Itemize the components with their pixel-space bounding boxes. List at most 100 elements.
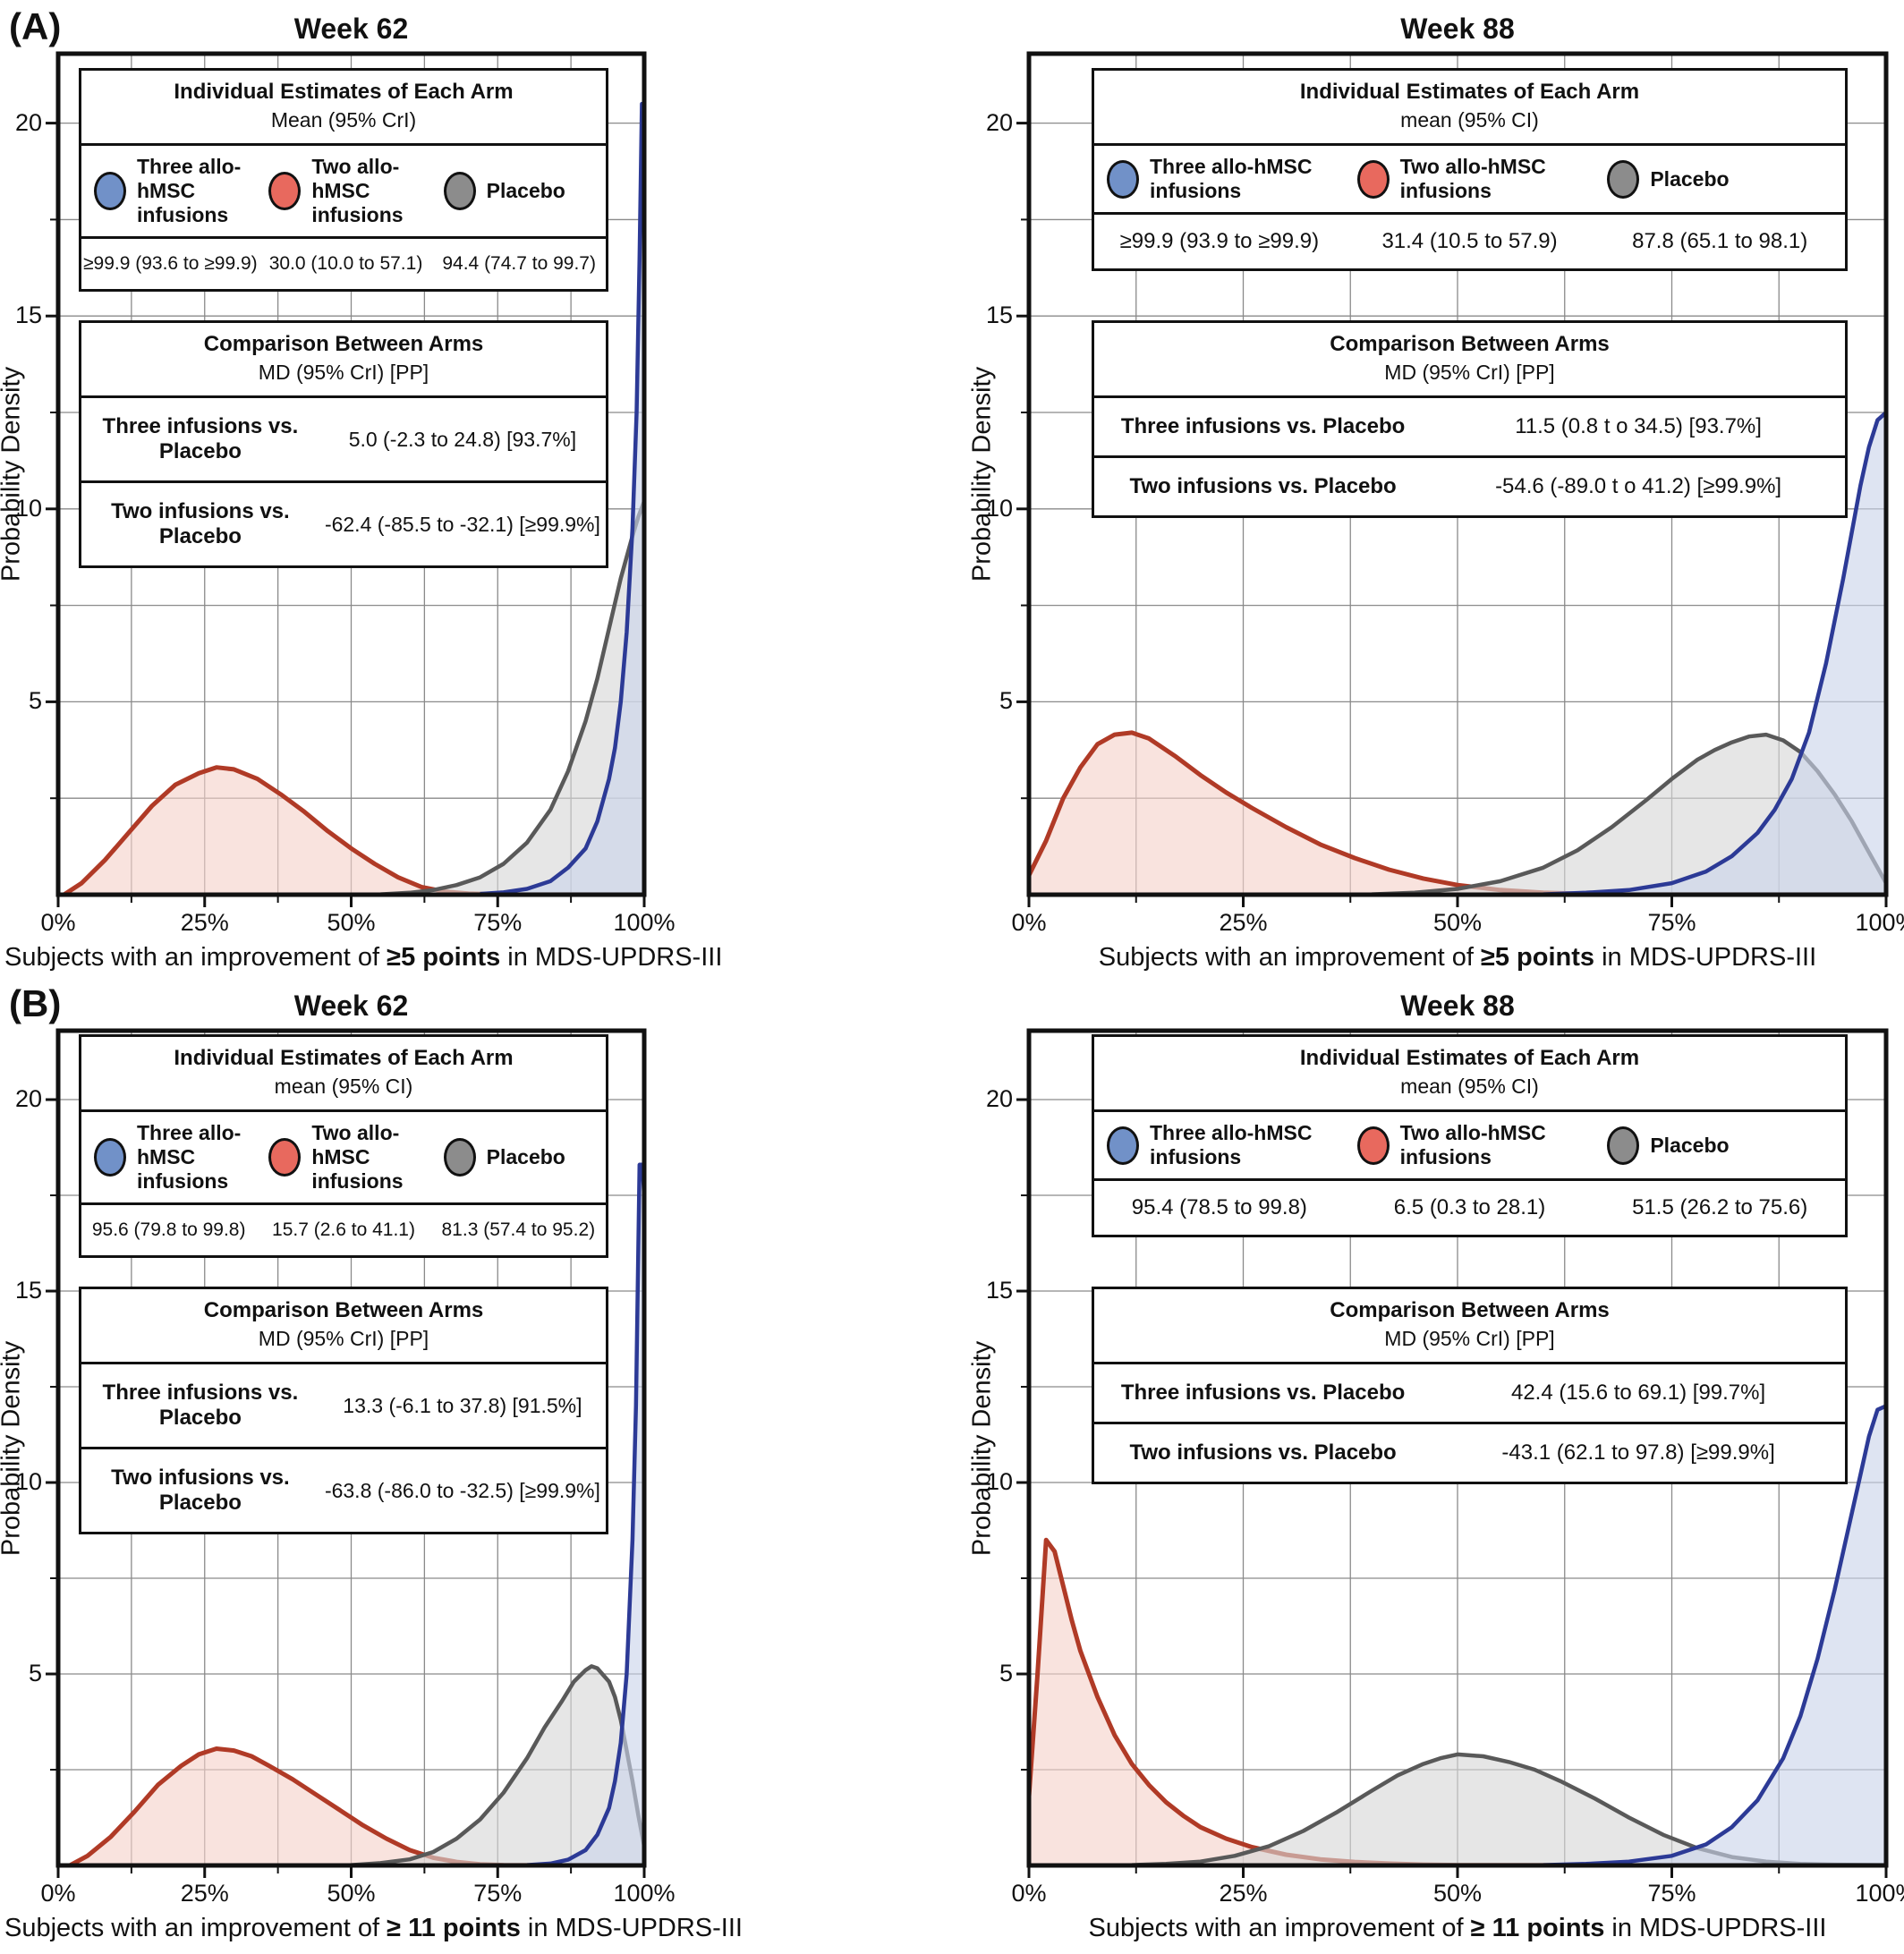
estimate-value-red: 31.4 (10.5 to 57.9) [1381,229,1558,254]
x-axis-label-part: in MDS-UPDRS-III [520,1914,743,1942]
x-tick-label: 100% [1855,909,1904,936]
y-tick-label: 10 [14,1468,42,1496]
comparison-row-0: Three infusions vs. Placebo 42.4 (15.6 to… [1094,1362,1845,1422]
comparison-row-value: 11.5 (0.8 t o 34.5) [93.7%] [1515,414,1762,438]
legend-arm-blue: Three allo-hMSC infusions [81,146,256,236]
legend-arm-gray: Placebo [431,1129,606,1185]
comparison-row-label: Two infusions vs. Placebo [1129,474,1397,498]
blue-arm-dot-icon [1107,1126,1139,1165]
comparison-box-title: Comparison Between Arms [203,332,484,356]
y-axis-label: Probability Density [967,1340,997,1556]
legend-arms-row: Three allo-hMSC infusions Two allo-hMSC i… [81,1109,606,1202]
legend-arms-row: Three allo-hMSC infusions Two allo-hMSC i… [81,143,606,236]
x-axis-label-part: ≥ 11 points [387,1914,521,1942]
density-panel-1: Week 88 Probability Density 5 10 15 20 0% 25% 50… [952,0,1904,977]
comparison-row-value: -63.8 (-86.0 to -32.5) [≥99.9%] [324,1478,600,1502]
estimates-box-header: Individual Estimates of Each Arm Mean (95… [81,71,606,143]
estimate-value-red: 6.5 (0.3 to 28.1) [1393,1195,1546,1220]
gray-arm-dot-icon [1607,159,1640,199]
y-tick-label: 5 [999,687,1013,715]
legend-arm-blue: Three allo-hMSC infusions [81,1112,256,1202]
legend-arm-gray: Placebo [1594,1117,1845,1174]
comparison-box: Comparison Between Arms MD (95% CrI) [PP]… [1092,1287,1848,1484]
x-tick-label: 100% [613,909,676,936]
x-axis-label-part: ≥5 points [387,943,501,972]
comparison-row-label: Three infusions vs. Placebo [102,414,299,463]
x-tick-label: 100% [1855,1880,1904,1907]
x-tick-label: 25% [1219,909,1268,936]
x-tick-label: 75% [473,909,523,936]
x-tick-label: 75% [1647,1880,1696,1907]
comparison-row-value: 13.3 (-6.1 to 37.8) [91.5%] [343,1393,582,1417]
estimate-value-blue: ≥99.9 (93.9 to ≥99.9) [1119,229,1320,254]
x-axis-label-part: ≥5 points [1480,943,1595,972]
comparison-row-value: 5.0 (-2.3 to 24.8) [93.7%] [348,427,577,451]
comparison-box-title: Comparison Between Arms [1330,332,1610,356]
comparison-row-label: Three infusions vs. Placebo [1120,1381,1406,1405]
comparison-box-subtitle: MD (95% CrI) [PP] [258,361,429,384]
density-panel-2: Week 62 Probability Density 5 10 15 20 0% 25% 50… [0,977,952,1954]
x-tick-label: 50% [327,909,376,936]
comparison-box-header: Comparison Between Arms MD (95% CrI) [PP] [81,323,606,395]
panel-title: Week 88 [1400,13,1515,45]
y-tick-label: 10 [14,494,42,522]
estimates-box-title: Individual Estimates of Each Arm [1299,80,1640,104]
estimates-box-header: Individual Estimates of Each Arm mean (95… [1094,71,1845,143]
comparison-row-value: 42.4 (15.6 to 69.1) [99.7%] [1510,1381,1766,1405]
panel-title: Week 88 [1400,990,1515,1022]
comparison-row-1: Two infusions vs. Placebo -43.1 (62.1 to … [1094,1422,1845,1482]
comparison-row-label: Two infusions vs. Placebo [111,1466,290,1515]
density-fill-gray [351,1666,644,1865]
comparison-box-header: Comparison Between Arms MD (95% CrI) [PP] [1094,1289,1845,1362]
estimates-box-subtitle: mean (95% CI) [274,1075,413,1098]
estimates-values-row: ≥99.9 (93.6 to ≥99.9) 30.0 (10.0 to 57.1)… [81,236,606,289]
density-curve-blue [526,1162,647,1867]
panel-title: Week 62 [293,13,409,45]
y-tick-label: 20 [14,1085,42,1113]
x-axis-label: Subjects with an improvement of ≥5 point… [4,943,722,973]
y-tick-label: 10 [985,494,1013,522]
x-tick-label: 100% [613,1880,676,1907]
x-tick-label: 0% [40,1880,76,1907]
density-curve-gray [380,500,647,896]
blue-arm-dot-icon [1107,159,1139,199]
comparison-box: Comparison Between Arms MD (95% CrI) [PP]… [1092,320,1848,518]
red-arm-dot-icon [1356,1126,1390,1165]
x-axis-label-part: Subjects with an improvement of [4,943,387,972]
legend-arm-label: Two allo-hMSC infusions [311,1121,404,1194]
blue-arm-dot-icon [94,172,126,211]
legend-arm-gray: Placebo [1594,151,1845,208]
estimate-value-blue: 95.6 (79.8 to 99.8) [91,1219,246,1241]
estimate-value-gray: 51.5 (26.2 to 75.6) [1632,1195,1808,1220]
density-panel-0: Week 62 Probability Density 5 10 15 20 0% 25% 50… [0,0,952,977]
comparison-box: Comparison Between Arms MD (95% CrI) [PP]… [79,1287,608,1534]
legend-arm-label: Two allo-hMSC infusions [1399,1121,1546,1169]
legend-arm-red: Two allo-hMSC infusions [1345,146,1595,212]
legend-arm-gray: Placebo [431,163,606,219]
estimates-values-row: 95.4 (78.5 to 99.8) 6.5 (0.3 to 28.1) 51.5… [1094,1178,1845,1235]
red-arm-dot-icon [268,172,302,211]
gray-arm-dot-icon [443,172,476,211]
y-tick-label: 20 [985,1085,1013,1113]
legend-arm-red: Two allo-hMSC infusions [1345,1112,1595,1178]
estimate-value-gray: 81.3 (57.4 to 95.2) [441,1219,596,1241]
legend-arm-label: Placebo [1650,1133,1730,1157]
estimate-value-blue: ≥99.9 (93.6 to ≥99.9) [83,253,258,275]
y-axis-label: Probability Density [0,366,26,582]
comparison-row-label: Three infusions vs. Placebo [102,1381,299,1430]
estimates-box: Individual Estimates of Each Arm mean (95… [1092,1034,1848,1238]
comparison-box-title: Comparison Between Arms [203,1298,484,1322]
legend-arm-label: Two allo-hMSC infusions [1399,155,1546,203]
estimates-values-row: ≥99.9 (93.9 to ≥99.9) 31.4 (10.5 to 57.9)… [1094,212,1845,268]
comparison-row-1: Two infusions vs. Placebo -62.4 (-85.5 to… [81,480,606,565]
estimates-box-subtitle: mean (95% CI) [1400,108,1539,132]
density-curve-blue [480,101,644,896]
legend-arm-red: Two allo-hMSC infusions [256,146,430,236]
estimates-box: Individual Estimates of Each Arm mean (95… [1092,68,1848,272]
x-tick-label: 25% [180,909,229,936]
y-tick-label: 15 [985,302,1013,329]
gray-arm-dot-icon [443,1138,476,1177]
comparison-row-1: Two infusions vs. Placebo -63.8 (-86.0 to… [81,1447,606,1532]
comparison-row-0: Three infusions vs. Placebo 11.5 (0.8 t o… [1094,395,1845,455]
